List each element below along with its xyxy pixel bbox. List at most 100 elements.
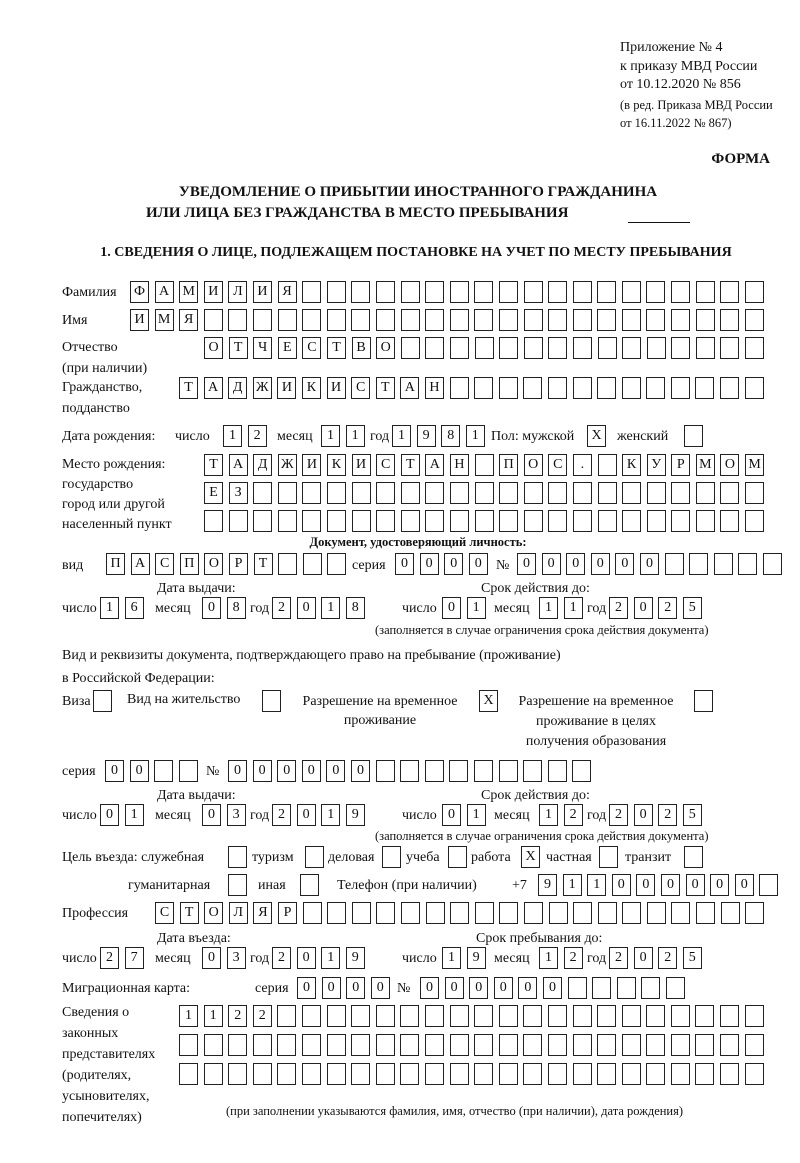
char-cell[interactable] (646, 377, 666, 399)
char-cell[interactable] (252, 1063, 272, 1085)
char-cell[interactable] (449, 281, 469, 303)
char-cell[interactable]: М (695, 454, 715, 476)
char-cell[interactable] (744, 281, 764, 303)
char-cell[interactable]: 5 (682, 804, 702, 826)
residence-permit-checkbox[interactable] (262, 690, 281, 712)
char-cell[interactable]: С (376, 454, 396, 476)
char-cell[interactable] (670, 377, 690, 399)
char-cell[interactable] (671, 309, 691, 331)
char-cell[interactable]: 2 (252, 1005, 272, 1027)
char-cell[interactable]: Н (449, 454, 469, 476)
char-cell[interactable]: Ч (253, 337, 273, 359)
char-cell[interactable]: 2 (563, 804, 583, 826)
char-cell[interactable] (744, 377, 764, 399)
char-cell[interactable] (351, 510, 371, 532)
char-cell[interactable]: З (228, 482, 248, 504)
char-cell[interactable]: X (587, 425, 606, 447)
char-cell[interactable] (720, 281, 740, 303)
char-cell[interactable] (695, 1063, 715, 1085)
char-cell[interactable]: С (302, 337, 322, 359)
char-cell[interactable] (424, 760, 444, 782)
char-cell[interactable]: 0 (685, 874, 705, 896)
char-cell[interactable]: А (203, 377, 223, 399)
char-cell[interactable] (646, 510, 666, 532)
char-cell[interactable]: 1 (223, 425, 242, 447)
char-cell[interactable] (449, 1034, 469, 1056)
char-cell[interactable] (326, 309, 346, 331)
char-cell[interactable] (499, 902, 519, 924)
char-cell[interactable]: . (572, 454, 592, 476)
char-cell[interactable]: 3 (226, 947, 246, 969)
char-cell[interactable]: 1 (124, 804, 144, 826)
char-cell[interactable] (523, 1034, 543, 1056)
char-cell[interactable] (449, 1005, 469, 1027)
char-cell[interactable] (745, 510, 765, 532)
char-cell[interactable]: Я (179, 309, 199, 331)
char-cell[interactable] (671, 482, 691, 504)
char-cell[interactable] (424, 1034, 444, 1056)
char-cell[interactable]: У (646, 454, 666, 476)
char-cell[interactable] (450, 902, 470, 924)
char-cell[interactable] (597, 510, 617, 532)
char-cell[interactable]: 1 (321, 804, 341, 826)
char-cell[interactable] (548, 510, 568, 532)
char-cell[interactable] (695, 377, 715, 399)
char-cell[interactable] (277, 309, 297, 331)
char-cell[interactable]: Т (326, 337, 346, 359)
char-cell[interactable] (449, 510, 469, 532)
char-cell[interactable] (277, 1005, 297, 1027)
char-cell[interactable] (720, 377, 740, 399)
char-cell[interactable] (641, 977, 661, 999)
char-cell[interactable]: 0 (100, 804, 119, 826)
char-cell[interactable] (179, 1034, 198, 1056)
char-cell[interactable]: 0 (442, 597, 461, 619)
char-cell[interactable] (375, 760, 395, 782)
purpose-official-checkbox[interactable] (228, 846, 247, 868)
char-cell[interactable] (499, 482, 519, 504)
char-cell[interactable] (597, 454, 617, 476)
char-cell[interactable] (449, 337, 469, 359)
char-cell[interactable] (671, 281, 691, 303)
char-cell[interactable]: 5 (682, 597, 702, 619)
char-cell[interactable]: П (179, 553, 199, 575)
birthplace-field-row-3[interactable] (204, 510, 765, 532)
char-cell[interactable] (474, 281, 494, 303)
char-cell[interactable]: 2 (658, 804, 678, 826)
char-cell[interactable]: К (622, 454, 642, 476)
char-cell[interactable] (375, 1005, 395, 1027)
char-cell[interactable]: 0 (518, 977, 538, 999)
char-cell[interactable] (695, 281, 715, 303)
char-cell[interactable]: 0 (350, 760, 370, 782)
char-cell[interactable] (302, 281, 322, 303)
char-cell[interactable] (305, 846, 324, 868)
char-cell[interactable] (616, 977, 636, 999)
char-cell[interactable] (498, 377, 518, 399)
char-cell[interactable] (547, 1005, 567, 1027)
char-cell[interactable]: 0 (633, 804, 653, 826)
char-cell[interactable] (597, 281, 617, 303)
char-cell[interactable] (523, 482, 543, 504)
char-cell[interactable]: 0 (636, 874, 656, 896)
char-cell[interactable] (720, 510, 740, 532)
char-cell[interactable]: 3 (226, 804, 246, 826)
char-cell[interactable] (228, 846, 247, 868)
char-cell[interactable] (572, 482, 592, 504)
char-cell[interactable] (622, 482, 642, 504)
char-cell[interactable] (572, 510, 592, 532)
char-cell[interactable]: А (228, 454, 248, 476)
purpose-other-checkbox[interactable] (300, 874, 319, 896)
char-cell[interactable] (474, 902, 494, 924)
char-cell[interactable] (523, 309, 543, 331)
char-cell[interactable] (762, 553, 782, 575)
char-cell[interactable] (400, 1034, 420, 1056)
char-cell[interactable]: 0 (710, 874, 730, 896)
char-cell[interactable]: 1 (562, 874, 582, 896)
purpose-tourism-checkbox[interactable] (305, 846, 324, 868)
char-cell[interactable] (720, 337, 740, 359)
